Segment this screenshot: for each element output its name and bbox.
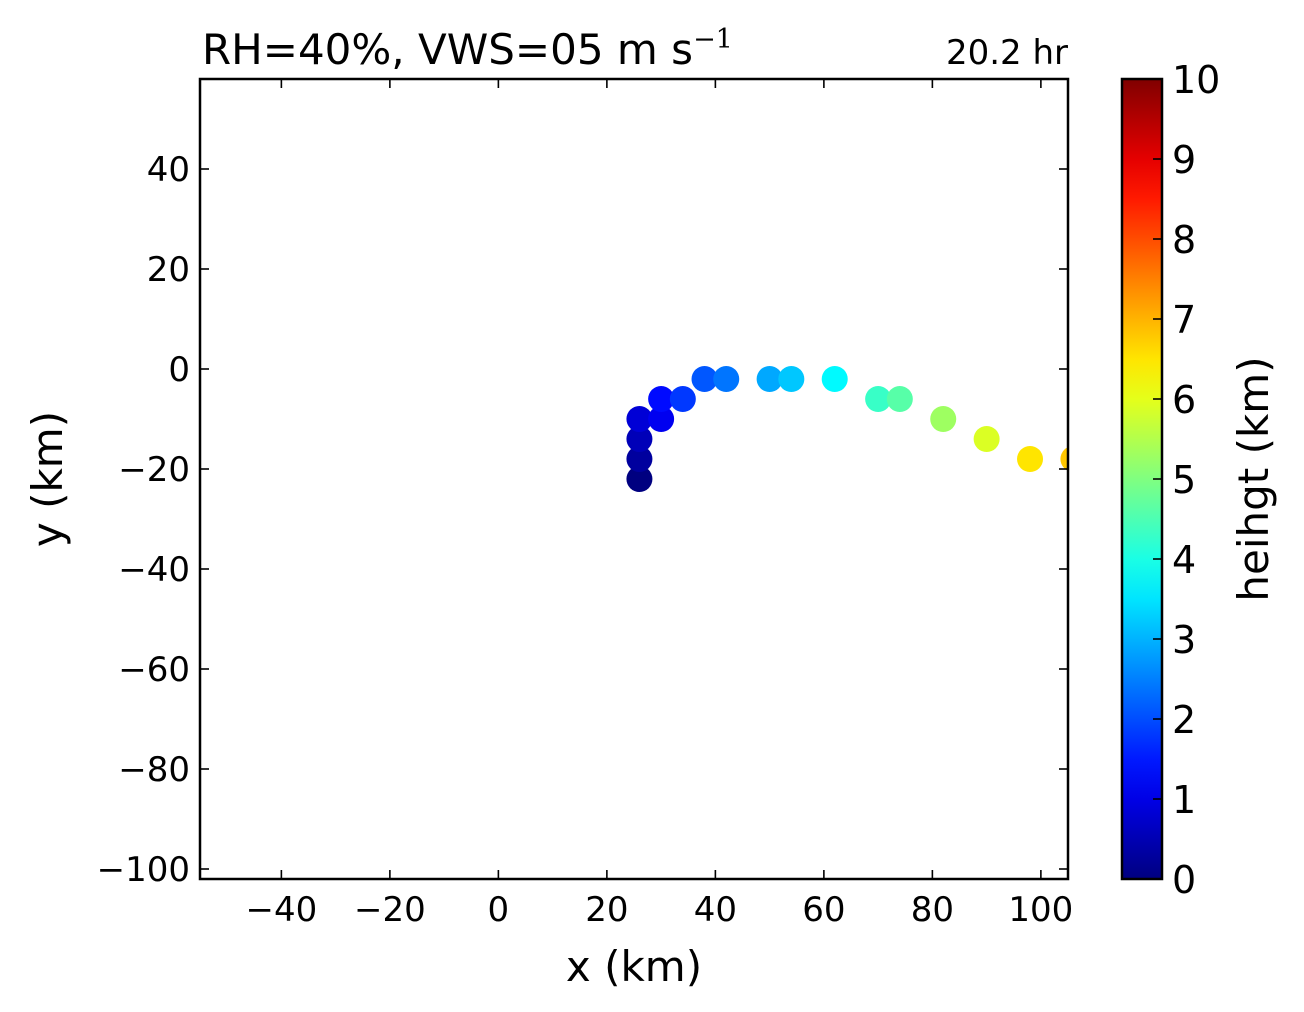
trajectory-point (973, 426, 1000, 452)
colorbar-ticks (1153, 78, 1162, 880)
colorbar-tick-label: 10 (1172, 58, 1220, 102)
trajectory-point (648, 386, 675, 412)
y-tick-label: −100 (97, 850, 190, 890)
trajectory-point (821, 366, 848, 392)
time-label: 20.2 hr (946, 33, 1068, 73)
trajectory-point (713, 366, 740, 392)
y-tick-label: 0 (168, 350, 190, 390)
trajectory-point (626, 466, 653, 492)
colorbar-tick-label: 8 (1172, 218, 1196, 262)
colorbar-tick-label: 2 (1172, 698, 1196, 742)
chart-title-superscript: −1 (693, 24, 733, 55)
x-tick-label: 20 (585, 890, 628, 930)
trajectory-point (778, 366, 805, 392)
y-tick-label: −60 (118, 650, 190, 690)
trajectory-point (669, 386, 696, 412)
trajectory-point (626, 446, 653, 472)
colorbar-tick-label: 3 (1172, 618, 1196, 662)
chart-title-main: RH=40%, VWS=05 m s (202, 25, 693, 74)
y-tick-labels: 40 20 0 −20 −40 −60 −80 −100 (97, 150, 190, 890)
trajectory-point (756, 366, 783, 392)
x-tick-label: 40 (694, 890, 737, 930)
y-axis-label: y (km) (23, 411, 72, 547)
trajectory-point (1017, 446, 1044, 472)
x-tick-label: 0 (488, 890, 510, 930)
axis-ticks (200, 79, 1068, 879)
y-tick-label: 20 (147, 250, 190, 290)
y-tick-label: −20 (118, 450, 190, 490)
trajectory-point (626, 426, 653, 452)
trajectory-point (1060, 447, 1068, 471)
x-tick-label: 80 (911, 890, 954, 930)
y-tick-label: −80 (118, 750, 190, 790)
trajectory-point (648, 406, 675, 432)
plot-frame (198, 77, 1070, 881)
trajectory-point (691, 366, 718, 392)
x-tick-label: 60 (802, 890, 845, 930)
y-tick-label: −40 (118, 550, 190, 590)
colorbar-tick-label: 7 (1172, 298, 1196, 342)
colorbar-tick-label: 5 (1172, 458, 1196, 502)
trajectory-point (930, 406, 957, 432)
x-axis-label: x (km) (566, 942, 702, 991)
colorbar-tick-label: 0 (1172, 858, 1196, 902)
colorbar-tick-label: 6 (1172, 378, 1196, 422)
colorbar-tick-label: 9 (1172, 138, 1196, 182)
trajectory-point (865, 386, 892, 412)
y-tick-label: 40 (147, 150, 190, 190)
x-tick-labels: −40 −20 0 20 40 60 80 100 (245, 890, 1073, 930)
trajectory-point (626, 406, 653, 432)
chart-title: RH=40%, VWS=05 m s−1 (202, 24, 733, 74)
colorbar-tick-label: 4 (1172, 538, 1196, 582)
x-tick-label: −40 (245, 890, 317, 930)
x-tick-label: −20 (354, 890, 426, 930)
colorbar-label: heihgt (km) (1229, 356, 1278, 601)
colorbar-tick-label: 1 (1172, 778, 1196, 822)
colorbar-tick-labels: 0 1 2 3 4 5 6 7 8 9 10 (1172, 58, 1220, 902)
trajectory-point (886, 386, 913, 412)
scatter-points (626, 366, 1068, 492)
x-tick-label: 100 (1008, 890, 1073, 930)
